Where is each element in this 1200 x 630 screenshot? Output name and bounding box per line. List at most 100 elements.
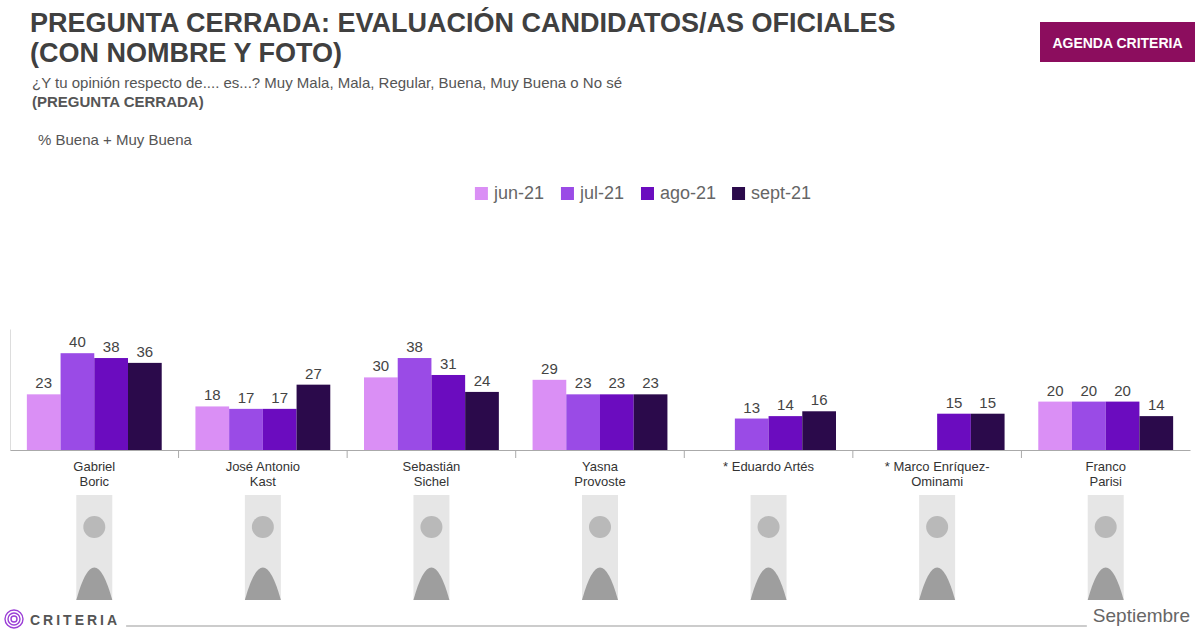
photo-body bbox=[751, 568, 787, 601]
x-tick-label: FrancoParisi bbox=[1085, 459, 1125, 489]
bar bbox=[634, 394, 668, 450]
data-label: 16 bbox=[811, 391, 828, 408]
legend-swatch bbox=[475, 187, 488, 200]
data-label: 31 bbox=[440, 355, 457, 372]
data-label: 20 bbox=[1081, 382, 1098, 399]
legend-label: ago-21 bbox=[660, 183, 716, 203]
legend-label: jul-21 bbox=[579, 183, 624, 203]
category-separator bbox=[515, 450, 516, 458]
photo-placeholder bbox=[751, 495, 787, 600]
x-tick-label: SebastiánSichel bbox=[403, 459, 461, 489]
data-label: 24 bbox=[474, 372, 491, 389]
bar bbox=[61, 353, 95, 450]
photo-frame bbox=[751, 495, 787, 600]
chart: AGENDA CRITERIA PREGUNTA CERRADA: EVALUAC… bbox=[0, 0, 1200, 630]
photo-frame bbox=[76, 495, 112, 600]
badge-text: AGENDA CRITERIA bbox=[1052, 35, 1182, 51]
bar bbox=[1072, 402, 1106, 450]
bar bbox=[128, 363, 162, 450]
legend-swatch bbox=[561, 187, 574, 200]
x-axis-line bbox=[11, 450, 1191, 451]
photo-head bbox=[926, 516, 948, 538]
bar bbox=[229, 409, 263, 450]
bar bbox=[1038, 402, 1072, 450]
legend-label: sept-21 bbox=[751, 183, 811, 203]
data-label: 17 bbox=[238, 389, 255, 406]
y-axis bbox=[10, 330, 11, 451]
data-label: 20 bbox=[1047, 382, 1064, 399]
x-tick-label: * Eduardo Artés bbox=[723, 459, 815, 474]
bar bbox=[431, 375, 465, 450]
data-label: 18 bbox=[204, 386, 221, 403]
photo-head bbox=[83, 516, 105, 538]
photo-head bbox=[1095, 516, 1117, 538]
x-tick: José AntonioKast bbox=[226, 450, 300, 489]
x-tick-label: YasnaProvoste bbox=[574, 459, 625, 489]
data-label: 23 bbox=[609, 374, 626, 391]
x-axis: GabrielBoric José AntonioKast SebastiánSic… bbox=[11, 450, 1191, 489]
bar bbox=[1139, 416, 1173, 450]
data-label: 38 bbox=[406, 338, 423, 355]
photo-head bbox=[589, 516, 611, 538]
x-tick-label: José AntonioKast bbox=[226, 459, 300, 489]
bar bbox=[94, 358, 128, 450]
data-label: 14 bbox=[777, 396, 794, 413]
category-separator bbox=[1021, 450, 1022, 458]
month: Septiembre bbox=[1093, 605, 1190, 626]
question-type: (PREGUNTA CERRADA) bbox=[32, 93, 204, 110]
bar bbox=[600, 394, 634, 450]
data-label: 23 bbox=[642, 374, 659, 391]
photo-head bbox=[252, 516, 274, 538]
legend-swatch bbox=[641, 187, 654, 200]
logo-ring bbox=[8, 613, 20, 625]
photo-head bbox=[758, 516, 780, 538]
data-label: 23 bbox=[35, 374, 52, 391]
photo-head bbox=[420, 516, 442, 538]
photo-frame bbox=[582, 495, 618, 600]
photo-placeholder bbox=[1088, 495, 1124, 600]
x-tick: * Eduardo Artés bbox=[723, 450, 815, 474]
photo-body bbox=[76, 568, 112, 601]
photo-frame bbox=[245, 495, 281, 600]
photo-body bbox=[245, 568, 281, 601]
category-separator bbox=[347, 450, 348, 458]
bar bbox=[1106, 402, 1140, 450]
category-separator bbox=[684, 450, 685, 458]
y-label: % Buena + Muy Buena bbox=[38, 131, 193, 148]
x-tick: SebastiánSichel bbox=[403, 450, 461, 489]
photo-body bbox=[413, 568, 449, 601]
bar bbox=[769, 416, 803, 450]
x-tick: GabrielBoric bbox=[73, 450, 115, 489]
bar bbox=[533, 380, 567, 450]
data-label: 29 bbox=[541, 360, 558, 377]
photo-frame bbox=[919, 495, 955, 600]
photo-frame bbox=[1088, 495, 1124, 600]
photo-body bbox=[919, 568, 955, 601]
data-label: 36 bbox=[137, 343, 154, 360]
data-label: 17 bbox=[271, 389, 288, 406]
x-tick: FrancoParisi bbox=[1085, 450, 1125, 489]
legend-item: sept-21 bbox=[732, 183, 811, 203]
data-label: 14 bbox=[1148, 396, 1165, 413]
logo-ring bbox=[5, 610, 23, 628]
title: PREGUNTA CERRADA: EVALUACIÓN CANDIDATOS/… bbox=[30, 7, 896, 68]
data-label: 13 bbox=[743, 399, 760, 416]
category-separator bbox=[852, 450, 853, 458]
data-label: 27 bbox=[305, 365, 322, 382]
data-label: 23 bbox=[575, 374, 592, 391]
subtitle: ¿Y tu opinión respecto de.... es...? Muy… bbox=[32, 74, 622, 91]
bar bbox=[465, 392, 499, 450]
bar bbox=[297, 385, 331, 450]
legend-swatch bbox=[732, 187, 745, 200]
photo-body bbox=[582, 568, 618, 601]
legend-item: jun-21 bbox=[475, 183, 544, 203]
photo-placeholder bbox=[919, 495, 955, 600]
data-label: 40 bbox=[69, 333, 86, 350]
data-label: 15 bbox=[946, 394, 963, 411]
bar bbox=[27, 394, 61, 450]
bar bbox=[802, 411, 836, 450]
category-separator bbox=[178, 450, 179, 458]
x-tick-label: * Marco Enríquez-Ominami bbox=[885, 459, 990, 489]
photo-placeholder bbox=[413, 495, 449, 600]
bar bbox=[566, 394, 600, 450]
